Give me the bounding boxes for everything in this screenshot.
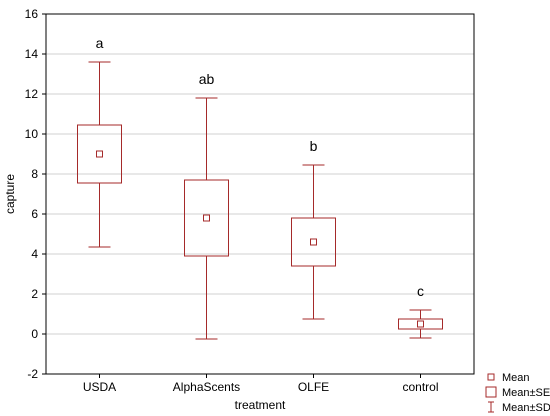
x-tick-label: AlphaScents: [173, 380, 240, 394]
significance-letter: a: [96, 35, 104, 51]
box-group: c: [398, 283, 443, 339]
x-tick-label: control: [402, 380, 438, 394]
plot-series: a ab b c: [77, 35, 443, 340]
grid-lines: [46, 53, 474, 335]
significance-letter: b: [310, 138, 318, 154]
y-tick-label: 4: [31, 247, 38, 261]
y-axis-label: capture: [3, 174, 17, 214]
box-group: ab: [184, 71, 229, 340]
x-tick-label: OLFE: [298, 380, 329, 394]
y-tick-label: 12: [25, 87, 39, 101]
y-tick-label: 10: [25, 127, 39, 141]
x-axis: USDA AlphaScents OLFE control: [83, 374, 439, 394]
x-axis-label: treatment: [235, 398, 286, 412]
legend: Mean Mean±SE Mean±SD: [485, 372, 550, 414]
y-tick-label: 0: [31, 327, 38, 341]
legend-item: Mean±SE: [485, 386, 550, 399]
legend-item: Mean±SD: [488, 401, 550, 414]
y-tick-label: 14: [25, 47, 39, 61]
mean-marker: [96, 150, 103, 158]
mean-marker: [203, 214, 210, 222]
x-tick-label: USDA: [83, 380, 116, 394]
legend-item: Mean: [487, 372, 530, 384]
legend-se-icon: [485, 386, 497, 398]
box-group: a: [77, 35, 122, 248]
se-box: [184, 179, 229, 257]
y-tick-label: -2: [27, 367, 38, 381]
legend-mean-icon: [487, 373, 495, 381]
significance-letter: ab: [199, 71, 215, 87]
box-group: b: [291, 138, 336, 320]
legend-label: Mean: [502, 372, 530, 384]
legend-label: Mean±SD: [502, 402, 550, 414]
mean-marker: [310, 238, 317, 246]
mean-marker: [417, 320, 424, 328]
se-box: [398, 318, 443, 330]
se-box: [291, 217, 336, 267]
legend-label: Mean±SE: [502, 387, 550, 399]
plot-frame: [45, 13, 475, 375]
significance-letter: c: [417, 283, 424, 299]
se-box: [77, 124, 122, 184]
y-tick-label: 16: [25, 7, 39, 21]
y-tick-label: 6: [31, 207, 38, 221]
y-axis: -2 0 2 4 6 8 10 12 14 16: [25, 7, 46, 381]
y-tick-label: 2: [31, 287, 38, 301]
y-tick-label: 8: [31, 167, 38, 181]
